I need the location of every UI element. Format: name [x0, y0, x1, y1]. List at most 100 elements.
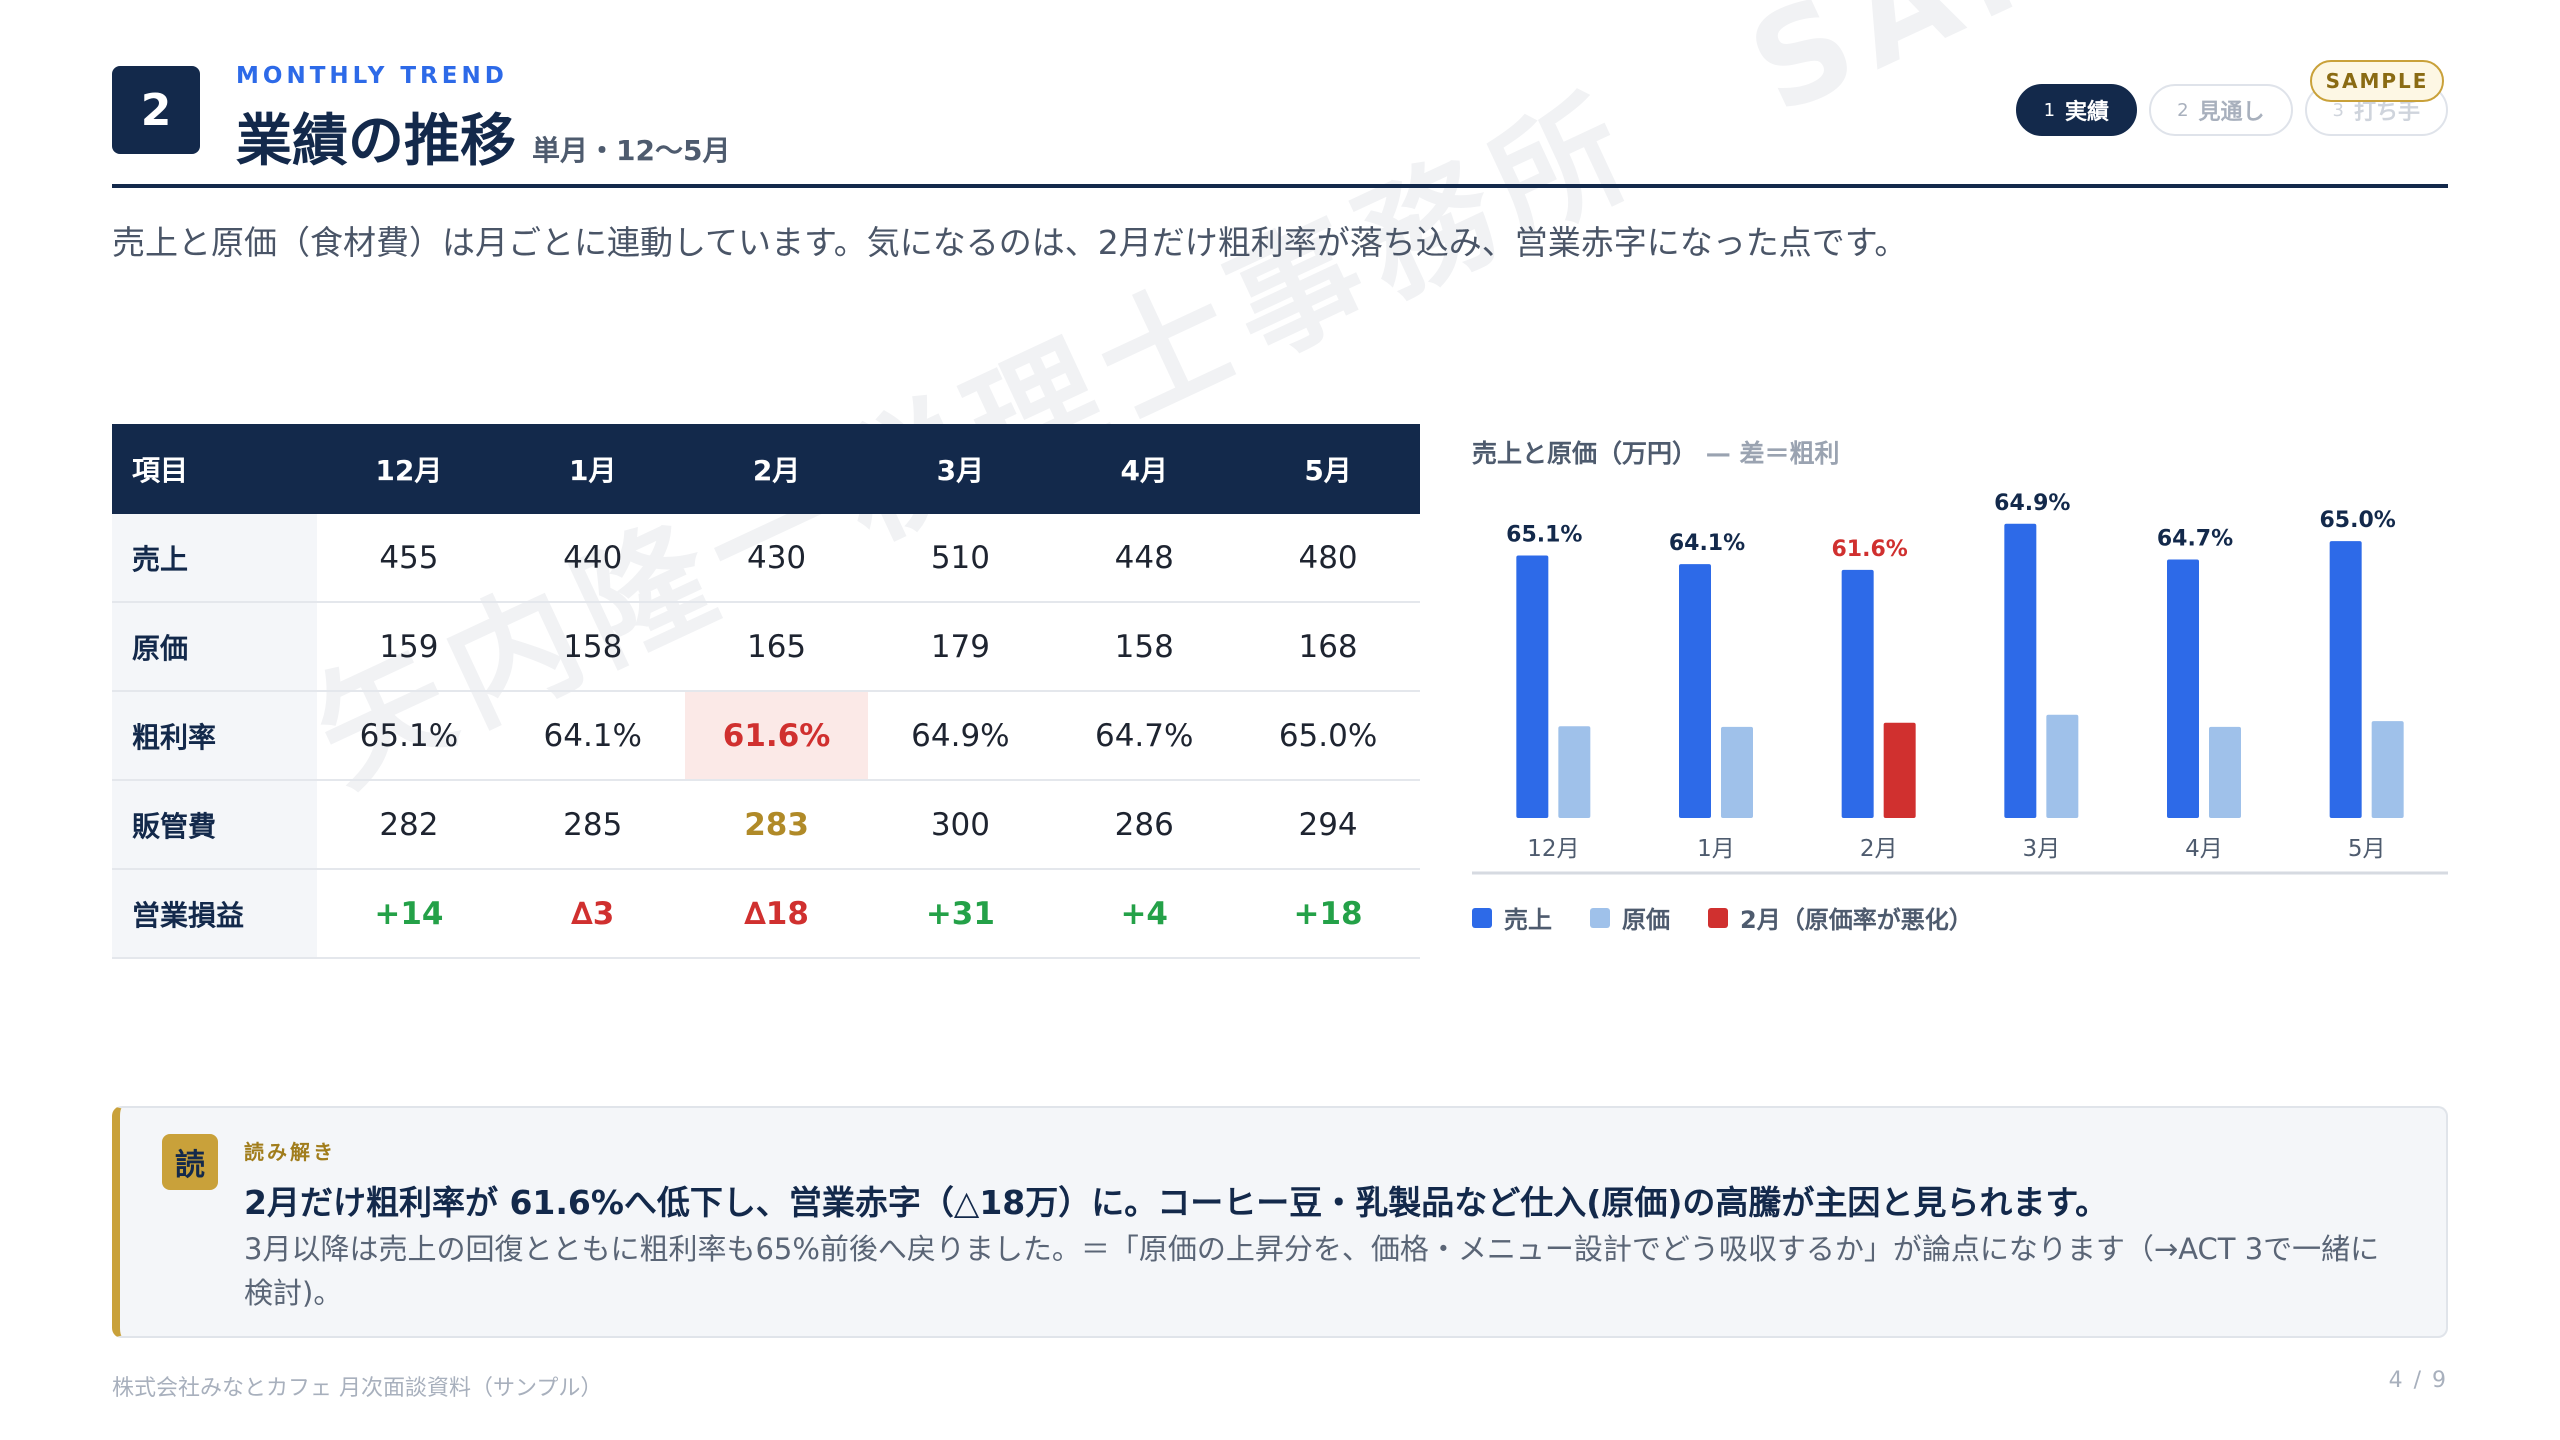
- step-number: 3: [2332, 99, 2344, 121]
- step-tab-actual[interactable]: 1 実績: [2015, 84, 2138, 136]
- table-cell: 65.1%: [317, 691, 501, 781]
- row-label: 粗利率: [112, 691, 317, 781]
- table-cell: +31: [868, 869, 1053, 959]
- insight-headline: 2月だけ粗利率が 61.6%へ低下し、営業赤字（△18万）に。コーヒー豆・乳製品…: [244, 1183, 2109, 1222]
- table-cell: ∆18: [684, 869, 869, 959]
- column-header: 1月: [500, 424, 685, 514]
- x-tick-label: 4月: [2185, 836, 2223, 862]
- table-cell: 285: [500, 780, 685, 870]
- sales-bar: [2329, 541, 2362, 818]
- step-number: 2: [2177, 99, 2189, 121]
- column-header: 4月: [1052, 424, 1237, 514]
- page-title-text: 業績の推移: [236, 109, 516, 174]
- column-header: 項目: [112, 424, 317, 514]
- table-header-row: 項目 12月 1月 2月 3月 4月 5月: [112, 424, 1420, 514]
- column-header: 5月: [1236, 424, 1420, 514]
- legend-swatch: [1708, 907, 1728, 928]
- table-cell: 158: [500, 602, 685, 692]
- x-tick-label: 12月: [1527, 836, 1579, 862]
- page-subtitle: 単月・12〜5月: [532, 134, 731, 167]
- margin-rate-label: 64.7%: [2157, 527, 2233, 552]
- table-cell: 455: [317, 514, 501, 603]
- legend-swatch: [1472, 907, 1492, 928]
- table-cell-highlight: 61.6%: [684, 691, 869, 781]
- table-cell: 64.1%: [500, 691, 685, 781]
- sales-bar: [2004, 523, 2037, 818]
- row-label: 販管費: [112, 780, 317, 870]
- sales-bar: [1679, 564, 1711, 818]
- insight-body: 3月以降は売上の回復とともに粗利率も65%前後へ戻りました。＝「原価の上昇分を、…: [244, 1232, 2380, 1310]
- margin-rate-label: 65.1%: [1506, 523, 1582, 548]
- column-header: 2月: [684, 424, 869, 514]
- cost-bar: [2046, 714, 2079, 818]
- cost-bar: [2209, 726, 2241, 818]
- table-cell: +18: [1236, 869, 1420, 959]
- table-cell: 158: [1052, 602, 1237, 692]
- chart-title: 売上と原価（万円） — 差＝粗利: [1472, 434, 1839, 470]
- table-row: 販管費 282 285 283 300 286 294: [112, 780, 1420, 870]
- x-tick-label: 3月: [2023, 836, 2061, 862]
- sales-bar: [1841, 569, 1874, 818]
- monthly-table: 項目 12月 1月 2月 3月 4月 5月 売上 455 440 430 510…: [112, 424, 1420, 959]
- step-number: 1: [2043, 99, 2056, 121]
- sales-cost-bar-chart: 65.1% 12月 64.1% 1月 61.6% 2月 64.9% 3月 64.7% 4月 65.0…: [1472, 491, 2448, 875]
- section-eyebrow: MONTHLY TREND: [236, 63, 508, 89]
- page-title: 業績の推移 単月・12〜5月: [236, 96, 730, 177]
- table-cell: 65.0%: [1236, 691, 1420, 781]
- chart-title-note: — 差＝粗利: [1705, 439, 1840, 468]
- page-number: 4 / 9: [2388, 1368, 2448, 1393]
- table-cell: 300: [868, 780, 1053, 870]
- sales-bar: [1516, 555, 1549, 818]
- table-cell: 168: [1236, 602, 1420, 692]
- table-cell: 448: [1052, 514, 1237, 603]
- cost-bar: [1883, 722, 1916, 818]
- legend-label: 原価: [1622, 906, 1670, 934]
- step-tab-outlook[interactable]: 2 見通し: [2149, 84, 2293, 136]
- step-label: 実績: [2065, 100, 2110, 125]
- table-cell: 64.7%: [1052, 691, 1237, 781]
- chart-title-main: 売上と原価（万円）: [1472, 439, 1698, 468]
- margin-rate-label: 64.9%: [1994, 491, 2070, 516]
- table-cell: 440: [500, 514, 685, 603]
- table-cell-highlight: 283: [684, 780, 869, 870]
- x-tick-label: 1月: [1697, 836, 1735, 862]
- legend-label: 売上: [1504, 906, 1552, 934]
- section-number: 2: [112, 66, 200, 154]
- table-cell: 282: [317, 780, 501, 870]
- table-row: 売上 455 440 430 510 448 480: [112, 514, 1420, 603]
- column-header: 12月: [317, 424, 501, 514]
- table-cell: 179: [868, 602, 1053, 692]
- table-cell: 159: [317, 602, 501, 692]
- cost-bar: [1721, 726, 1753, 818]
- insight-eyebrow: 読み解き: [244, 1140, 336, 1164]
- legend-item-cost: 原価: [1590, 900, 1670, 935]
- chart-legend: 売上 原価 2月（原価率が悪化）: [1472, 900, 1973, 935]
- read-icon: 読: [162, 1134, 218, 1190]
- x-tick-label: 2月: [1860, 836, 1898, 862]
- table-cell: 165: [684, 602, 869, 692]
- margin-rate-label: 64.1%: [1669, 531, 1745, 556]
- table-cell: 294: [1236, 780, 1420, 870]
- cost-bar: [1558, 726, 1591, 818]
- legend-item-highlight: 2月（原価率が悪化）: [1708, 900, 1973, 935]
- table-row: 営業損益 +14 ∆3 ∆18 +31 +4 +18: [112, 869, 1420, 959]
- table-cell: +4: [1052, 869, 1237, 959]
- table-cell: 480: [1236, 514, 1420, 603]
- legend-label: 2月（原価率が悪化）: [1740, 906, 1973, 934]
- row-label: 売上: [112, 514, 317, 603]
- step-label: 見通し: [2198, 100, 2265, 125]
- sample-badge: SAMPLE: [2310, 60, 2444, 102]
- table-cell: ∆3: [500, 869, 685, 959]
- margin-rate-label: 65.0%: [2320, 508, 2396, 533]
- table-cell: 510: [868, 514, 1053, 603]
- table-cell: 64.9%: [868, 691, 1053, 781]
- column-header: 3月: [868, 424, 1053, 514]
- table-cell: 286: [1052, 780, 1237, 870]
- table-cell: +14: [317, 869, 501, 959]
- table-row: 粗利率 65.1% 64.1% 61.6% 64.9% 64.7% 65.0%: [112, 691, 1420, 781]
- step-label: 打ち手: [2353, 100, 2420, 125]
- margin-rate-label: 61.6%: [1832, 537, 1908, 562]
- lead-text: 売上と原価（食材費）は月ごとに連動しています。気になるのは、2月だけ粗利率が落ち…: [112, 223, 1908, 262]
- legend-swatch: [1590, 907, 1610, 928]
- footer-document-name: 株式会社みなとカフェ 月次面談資料（サンプル）: [112, 1376, 603, 1401]
